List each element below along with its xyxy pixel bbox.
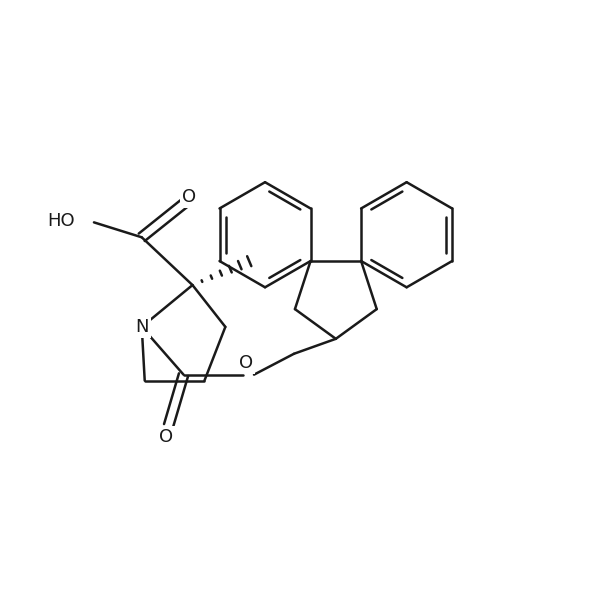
Text: O: O bbox=[239, 354, 253, 372]
Text: HO: HO bbox=[47, 212, 75, 230]
Text: O: O bbox=[158, 428, 173, 446]
Text: O: O bbox=[182, 188, 197, 206]
Text: N: N bbox=[135, 318, 148, 336]
